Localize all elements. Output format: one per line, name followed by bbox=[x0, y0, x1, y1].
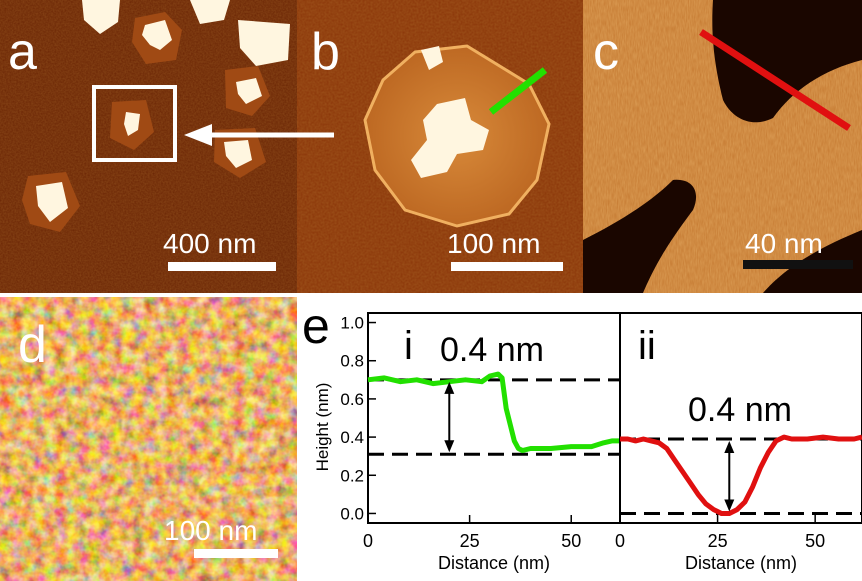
y-tick-label: 0.0 bbox=[340, 504, 364, 523]
arrow-head-top bbox=[724, 441, 735, 453]
height-profile-line bbox=[367, 371, 620, 453]
scale-bar-label-c: 40 nm bbox=[745, 228, 823, 259]
x-tick-label: 25 bbox=[708, 531, 728, 551]
scale-bar-label-a: 400 nm bbox=[163, 228, 257, 259]
flake-bright-region bbox=[411, 98, 489, 178]
panel-c: c 40 nm bbox=[583, 0, 862, 293]
panel-label-a: a bbox=[8, 23, 37, 81]
line-profile-marker-c bbox=[699, 29, 851, 131]
afm-image-d bbox=[0, 297, 297, 581]
height-annotation: 0.4 nm bbox=[440, 331, 544, 369]
scale-bar-label-b: 100 nm bbox=[447, 228, 541, 259]
chart-panel-e: e Height (nm) 0.0 0.2 0.4 0.6 0.8 1.0 0 25 50 Di… bbox=[298, 297, 862, 581]
afm-image-b bbox=[297, 0, 583, 293]
plot-frame bbox=[619, 312, 862, 524]
panel-label-b: b bbox=[311, 23, 340, 81]
zoom-arrow bbox=[184, 124, 212, 146]
panel-a: a 400 nm bbox=[0, 0, 297, 293]
selection-box bbox=[92, 85, 177, 162]
subplot-ii: 0 25 50 Distance (nm) ii 0.4 nm bbox=[615, 312, 862, 573]
afm-image-c bbox=[583, 0, 862, 293]
arrow-head-bottom bbox=[444, 440, 455, 453]
height-annotation: 0.4 nm bbox=[688, 391, 792, 429]
arrow-head-bottom bbox=[724, 499, 735, 512]
x-tick-label: 0 bbox=[363, 531, 373, 551]
panel-label-c: c bbox=[593, 23, 619, 81]
y-tick-label: 0.8 bbox=[340, 352, 364, 371]
y-tick-label: 0.4 bbox=[340, 428, 364, 447]
substrate-region-left bbox=[583, 179, 697, 293]
panel-label-e: e bbox=[302, 298, 330, 354]
x-axis-label: Distance (nm) bbox=[685, 553, 797, 573]
afm-image-a bbox=[0, 0, 297, 293]
panel-label-d: d bbox=[18, 316, 47, 374]
subplot-label: i bbox=[404, 324, 413, 368]
scale-bar-c bbox=[743, 260, 853, 269]
y-tick-label: 0.6 bbox=[340, 390, 364, 409]
line-profile-marker-b bbox=[488, 67, 548, 115]
y-tick-label: 0.2 bbox=[340, 466, 364, 485]
scale-bar-d bbox=[194, 549, 278, 558]
x-axis-label: Distance (nm) bbox=[438, 553, 550, 573]
x-tick-label: 50 bbox=[561, 531, 581, 551]
x-tick-label: 50 bbox=[805, 531, 825, 551]
panel-b: b 100 nm bbox=[297, 0, 583, 293]
height-profile-line bbox=[620, 434, 862, 516]
subplot-label: ii bbox=[638, 324, 656, 368]
nanosheet-flakes bbox=[22, 0, 290, 232]
y-axis-label: Height (nm) bbox=[313, 383, 332, 472]
substrate-region-top bbox=[712, 0, 862, 123]
scale-bar-label-d: 100 nm bbox=[164, 515, 258, 546]
scale-bar-a bbox=[168, 262, 276, 271]
y-axis-ticks: 0.0 0.2 0.4 0.6 0.8 1.0 bbox=[340, 314, 376, 523]
subplot-i: 0 25 50 Distance (nm) i 0.4 nm bbox=[363, 312, 621, 573]
panel-d: d 100 nm bbox=[0, 297, 297, 581]
x-tick-label: 25 bbox=[460, 531, 480, 551]
x-tick-label: 0 bbox=[615, 531, 625, 551]
scale-bar-b bbox=[451, 262, 563, 271]
y-tick-label: 1.0 bbox=[340, 314, 364, 333]
arrow-head-top bbox=[444, 381, 455, 394]
